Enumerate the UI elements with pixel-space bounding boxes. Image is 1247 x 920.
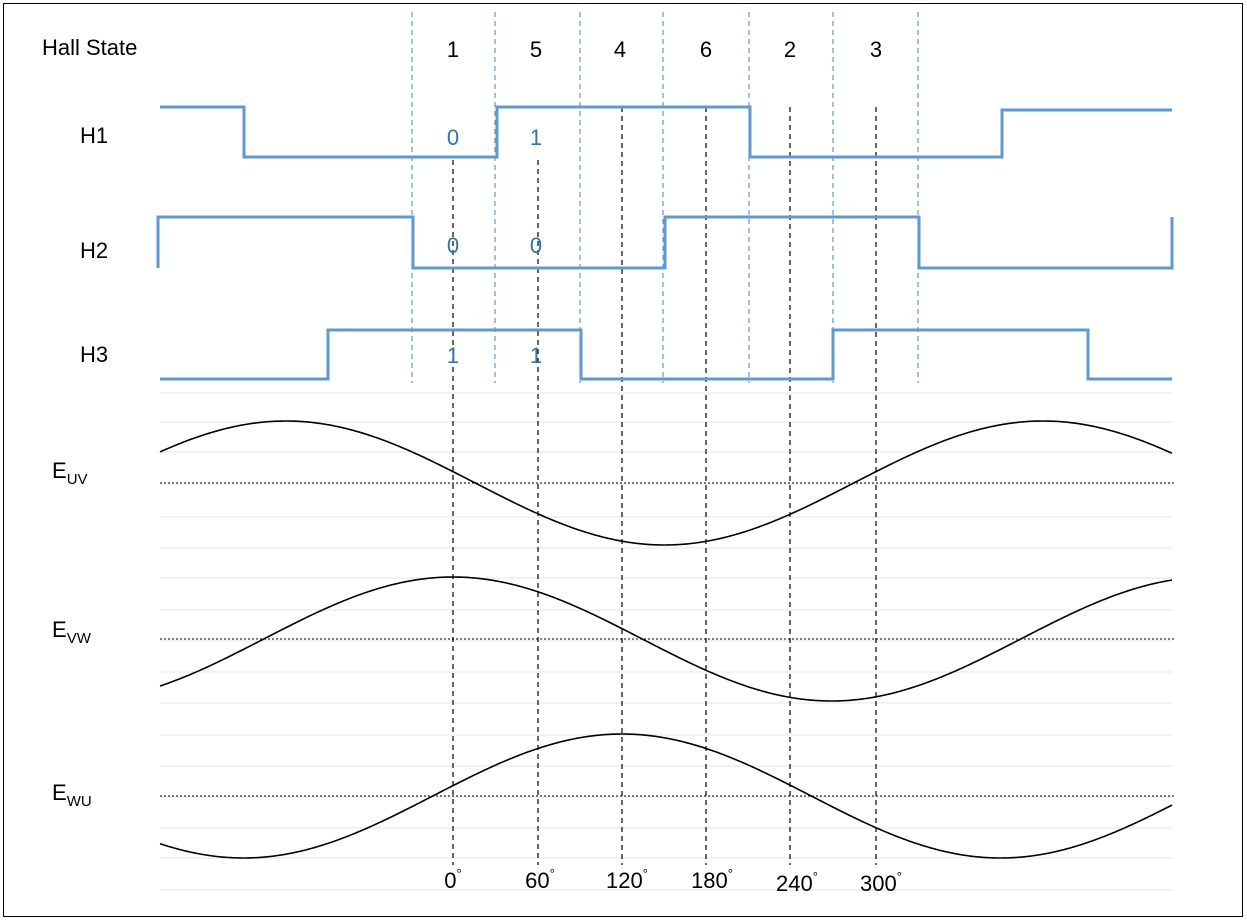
hall-state-5: 2 (784, 37, 796, 62)
angle-240: 240° (776, 869, 818, 896)
evw-label-sub: VW (67, 630, 92, 647)
h3-waveform (160, 328, 1172, 381)
evw-waveform (159, 576, 1173, 702)
angle-labels: 0° 60° 120° 180° 240° 300° (444, 866, 902, 896)
hall-state-1: 1 (447, 37, 459, 62)
angle-180-value: 180 (691, 868, 728, 893)
hall-state-2: 5 (530, 37, 542, 62)
hall-bit-values: 0 1 0 0 1 1 (447, 125, 542, 368)
angle-60-unit: ° (550, 866, 555, 881)
angle-60-value: 60 (525, 868, 549, 893)
hall-state-4: 6 (700, 37, 712, 62)
ewu-label: EWU (52, 780, 92, 810)
angle-300: 300° (860, 869, 902, 896)
angle-60: 60° (525, 866, 555, 893)
angle-180: 180° (691, 866, 733, 893)
hall-state-label: Hall State (42, 35, 137, 60)
hall-state-3: 4 (614, 37, 626, 62)
h2-label: H2 (80, 238, 108, 263)
emf-zero-axes (160, 482, 1176, 797)
h1-label: H1 (80, 123, 108, 148)
ewu-label-sub: WU (67, 793, 92, 810)
hall-state-numbers: 1 5 4 6 2 3 (447, 37, 882, 62)
angle-120-unit: ° (643, 866, 648, 881)
angle-300-value: 300 (860, 871, 897, 896)
h1-waveform (160, 105, 1172, 159)
ewu-waveform (159, 733, 1173, 859)
emf-waveforms (159, 420, 1173, 859)
hall-waveforms (156, 105, 1174, 381)
evw-label: EVW (52, 617, 92, 647)
euv-label-sub: UV (67, 471, 88, 488)
euv-label: EUV (52, 458, 88, 488)
angle-0: 0° (444, 866, 461, 893)
background-grid (160, 392, 1172, 891)
h2-bit-state1: 0 (447, 233, 459, 258)
angle-240-value: 240 (776, 871, 813, 896)
angle-marker-lines (452, 107, 877, 865)
h1-bit-state5: 1 (530, 125, 542, 150)
angle-180-unit: ° (728, 866, 733, 881)
angle-120-value: 120 (606, 868, 643, 893)
h2-waveform (156, 215, 1174, 270)
euv-label-base: E (52, 458, 67, 483)
ewu-label-base: E (52, 780, 67, 805)
angle-120: 120° (606, 866, 648, 893)
diagram-frame (3, 3, 1243, 917)
h2-bit-state5: 0 (530, 233, 542, 258)
h1-bit-state1: 0 (447, 125, 459, 150)
angle-0-value: 0 (444, 868, 456, 893)
hall-state-6: 3 (870, 37, 882, 62)
h3-label: H3 (80, 342, 108, 367)
angle-240-unit: ° (813, 869, 818, 884)
h3-bit-state1: 1 (447, 343, 459, 368)
sector-dividers (411, 12, 919, 383)
h3-bit-state5: 1 (530, 343, 542, 368)
euv-waveform (159, 420, 1173, 546)
angle-0-unit: ° (457, 866, 462, 881)
evw-label-base: E (52, 617, 67, 642)
angle-300-unit: ° (897, 869, 902, 884)
